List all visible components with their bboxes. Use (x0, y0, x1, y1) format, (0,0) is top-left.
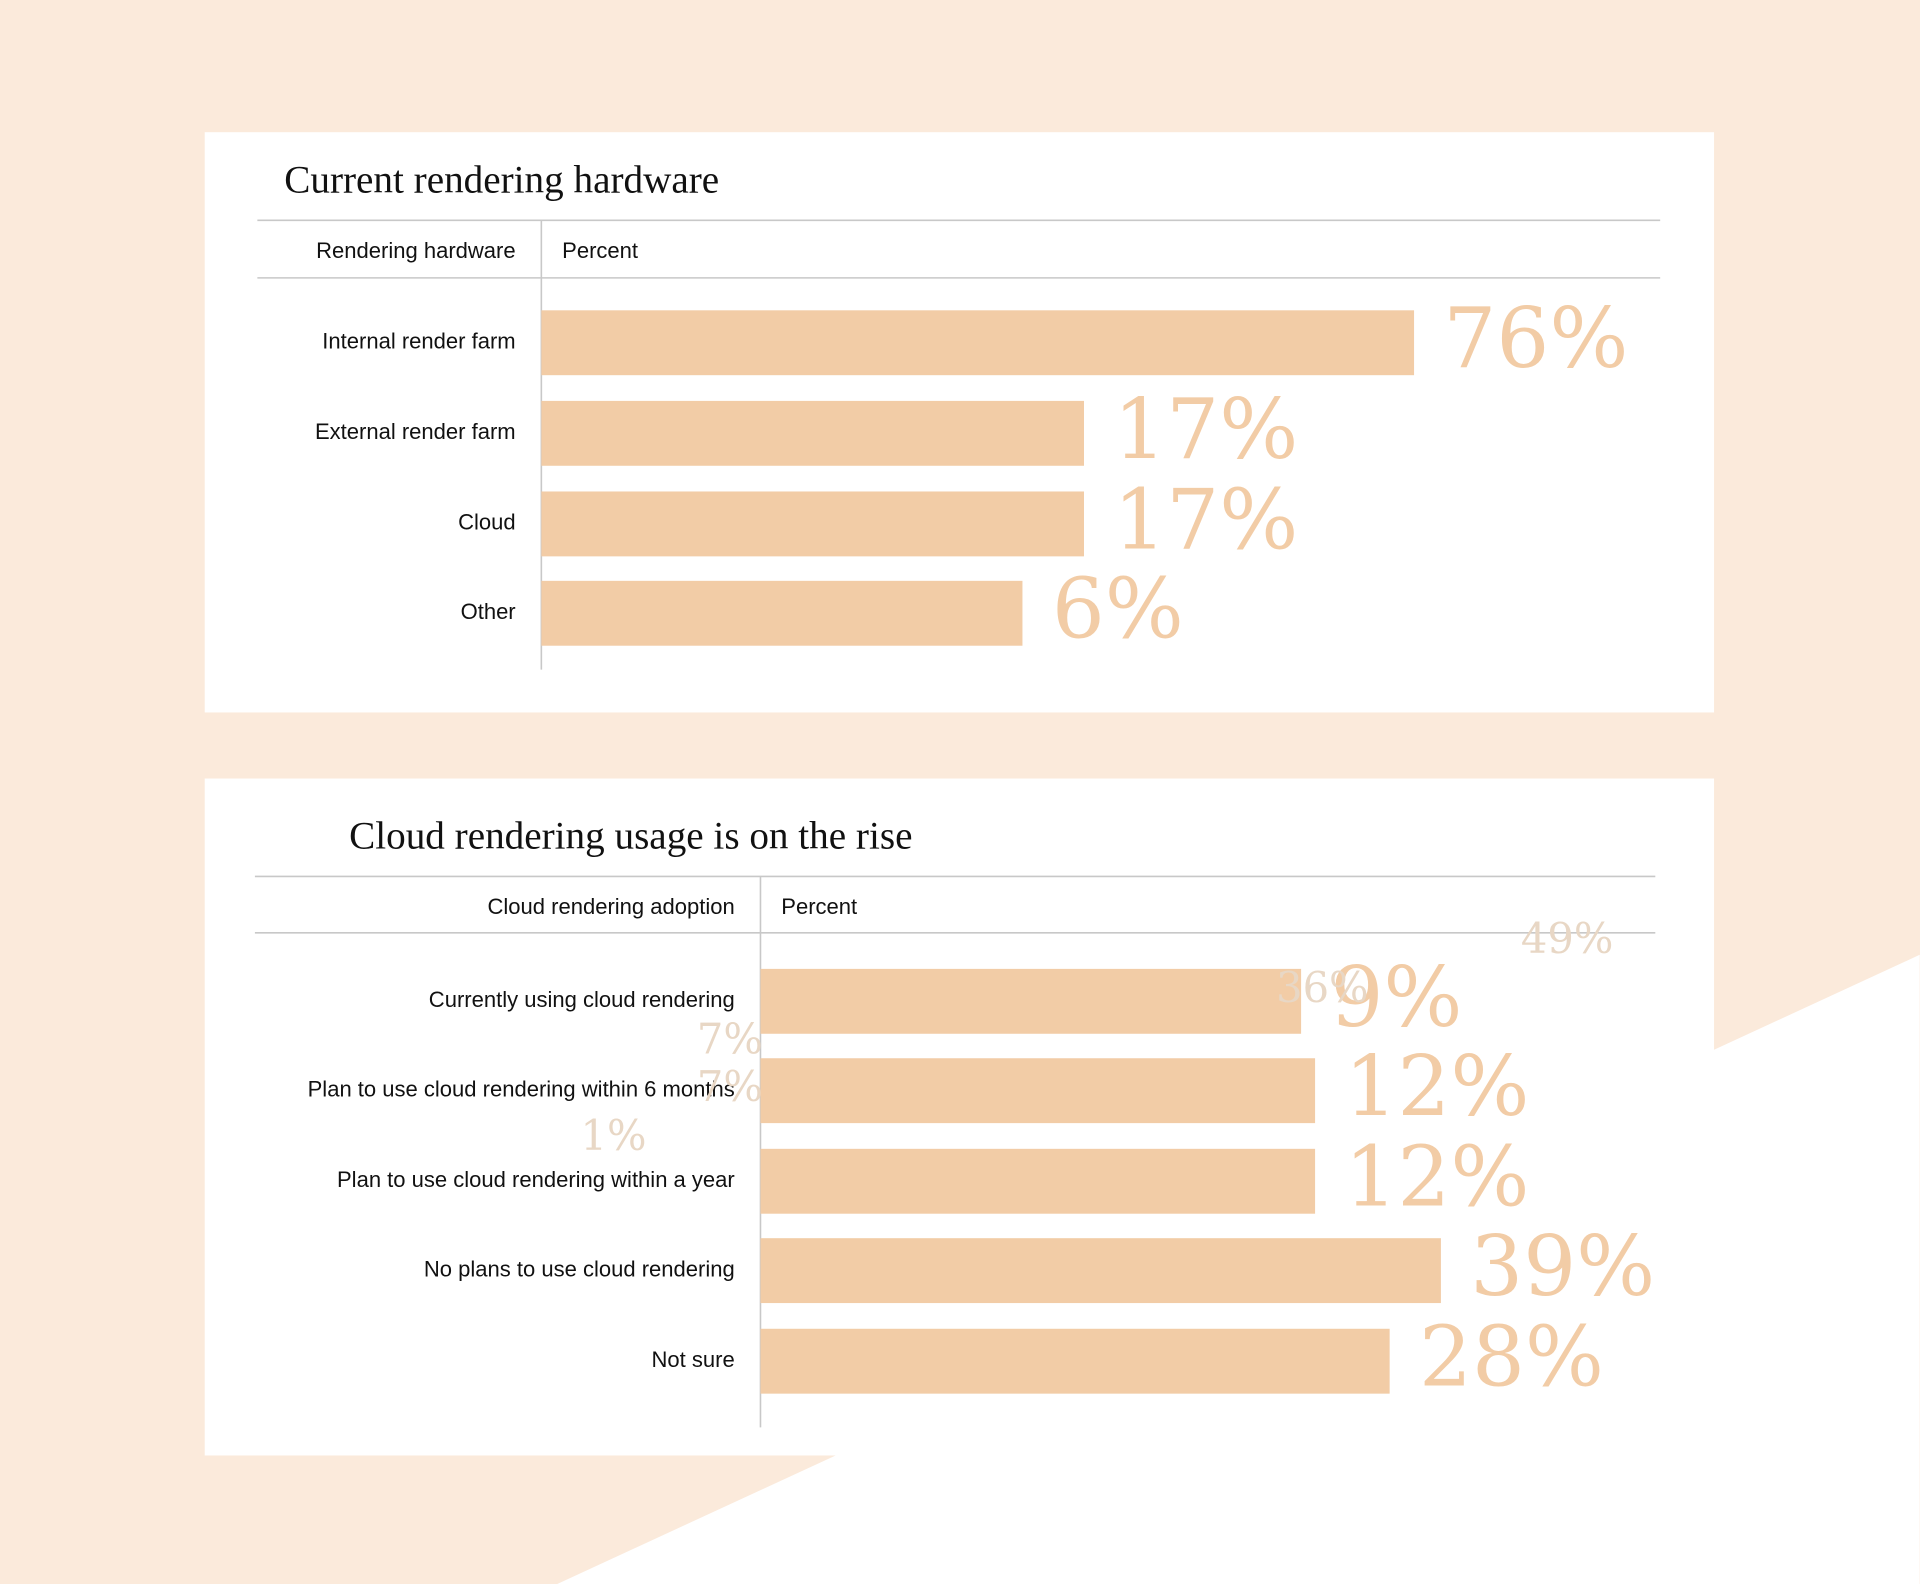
bar (760, 1148, 1316, 1214)
value-label: 76% (1443, 290, 1628, 387)
bar (760, 1238, 1441, 1304)
column-header: Percent (562, 238, 638, 263)
category-label: Internal render farm (322, 329, 515, 354)
category-label: External render farm (315, 419, 516, 444)
category-label: Not sure (652, 1347, 735, 1372)
bar (760, 1328, 1390, 1394)
bar (541, 310, 1415, 376)
value-label: 17% (1113, 471, 1298, 568)
column-header: Cloud rendering adoption (488, 894, 735, 919)
bar (541, 491, 1084, 557)
bar (760, 968, 1302, 1034)
value-label: 17% (1113, 381, 1298, 478)
category-label: Currently using cloud rendering (429, 987, 735, 1012)
ghost-label: 7% (697, 1014, 763, 1063)
category-label: Plan to use cloud rendering within a yea… (337, 1167, 735, 1192)
column-header: Percent (781, 894, 857, 919)
category-label: Other (461, 599, 516, 624)
value-label: 6% (1052, 561, 1184, 658)
chart-title: Cloud rendering usage is on the rise (349, 815, 912, 858)
chart-title: Current rendering hardware (284, 159, 719, 202)
bar (541, 580, 1023, 646)
value-label: 9% (1330, 949, 1462, 1046)
ghost-label: 7% (697, 1062, 763, 1111)
ghost-label: 1% (581, 1111, 647, 1160)
ghost-label: 49% (1521, 914, 1613, 963)
value-label: 28% (1419, 1309, 1604, 1406)
bar (541, 400, 1084, 466)
category-label: Plan to use cloud rendering within 6 mon… (308, 1076, 735, 1101)
value-label: 39% (1470, 1218, 1655, 1315)
bar (760, 1058, 1316, 1124)
value-label: 12% (1344, 1038, 1529, 1135)
ghost-label: 36% (1276, 963, 1368, 1012)
category-label: Cloud (458, 510, 516, 535)
value-label: 12% (1344, 1129, 1529, 1226)
column-header: Rendering hardware (316, 238, 515, 263)
category-label: No plans to use cloud rendering (424, 1256, 735, 1281)
